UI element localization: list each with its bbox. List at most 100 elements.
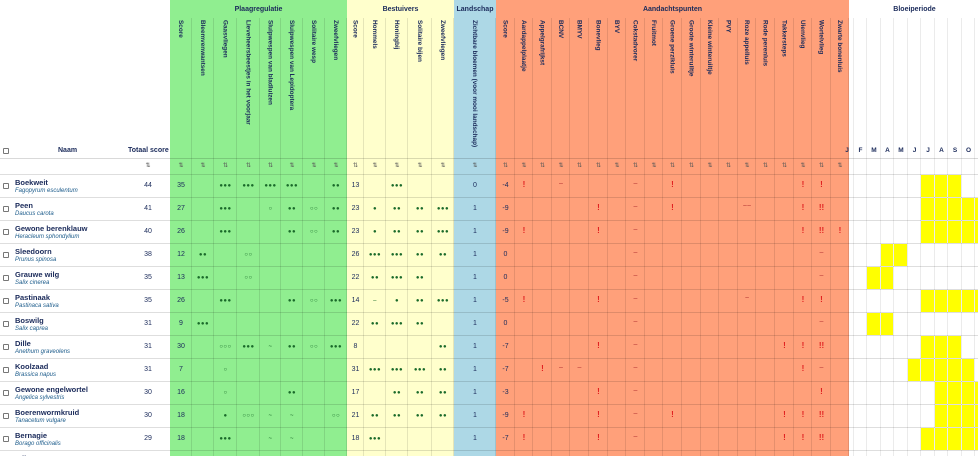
aand-sort-icon[interactable]: ⇅ <box>502 163 509 169</box>
aand-sort-icon[interactable]: ⇅ <box>632 163 639 169</box>
row-checkbox[interactable] <box>3 436 9 442</box>
aand-sort-icon[interactable]: ⇅ <box>651 163 657 169</box>
total-score-header[interactable]: Totaal score <box>128 147 169 154</box>
plaag-rating: ●●● <box>196 275 210 281</box>
name-header[interactable]: Naam <box>58 147 78 154</box>
row-checkbox[interactable] <box>3 321 9 327</box>
row-checkbox[interactable] <box>3 367 9 373</box>
plant-name[interactable]: Boekweit <box>15 178 48 187</box>
plant-name[interactable]: Pastinaak <box>15 293 51 302</box>
aand-sort-icon[interactable]: ⇅ <box>781 163 788 169</box>
plaag-rating: ●●● <box>329 298 343 304</box>
plaag-sort-icon[interactable]: ⇅ <box>289 163 295 169</box>
total-sort-icon[interactable]: ⇅ <box>145 163 151 169</box>
warning-mark: ! <box>820 387 823 396</box>
plaag-sort-icon[interactable]: ⇅ <box>267 163 274 169</box>
row-checkbox[interactable] <box>3 275 9 281</box>
aand-sort-icon[interactable]: ⇅ <box>669 163 676 169</box>
warning-mark: ! <box>597 410 600 419</box>
aandacht-score: 0 <box>503 320 508 327</box>
best-sort-icon[interactable]: ⇅ <box>352 163 359 169</box>
row-checkbox[interactable] <box>3 390 9 396</box>
best-rating: ● <box>372 206 378 212</box>
plant-name[interactable]: Koolzaad <box>15 362 49 371</box>
plaag-sort-icon[interactable]: ⇅ <box>245 163 252 169</box>
aand-header-3: BCNV <box>557 20 564 39</box>
group-landschap: Landschap <box>456 5 494 13</box>
plaag-rating: ~ <box>268 436 273 442</box>
plaag-score: 26 <box>177 297 185 304</box>
select-all-checkbox[interactable] <box>3 148 9 154</box>
aand-header-2: Appelgrafrijkst <box>538 20 546 66</box>
plant-name[interactable]: Bernagie <box>15 431 48 440</box>
land-sort-icon[interactable]: ⇅ <box>472 163 478 169</box>
aand-sort-icon[interactable]: ⇅ <box>800 163 806 169</box>
month-header: J <box>926 147 930 154</box>
aand-header-16: Uienvlieg <box>799 20 806 49</box>
aand-sort-icon[interactable]: ⇅ <box>576 163 583 169</box>
minor-mark: – <box>819 364 824 371</box>
best-col-divider <box>431 18 432 456</box>
plaag-sort-icon[interactable]: ⇅ <box>222 163 229 169</box>
row-checkbox[interactable] <box>3 206 9 212</box>
bestuivers-band <box>347 0 454 456</box>
plant-name[interactable]: Boerenwormkruid <box>15 408 80 417</box>
row-divider <box>0 174 978 175</box>
best-col-divider <box>385 18 386 456</box>
warning-mark: ! <box>783 433 786 442</box>
aand-sort-icon[interactable]: ⇅ <box>614 163 620 169</box>
plant-name[interactable]: Gewone engelwortel <box>15 385 88 394</box>
best-score: 22 <box>351 320 360 327</box>
bloom-cell <box>975 428 978 450</box>
warning-mark: ! <box>597 387 600 396</box>
best-rating: ●●● <box>390 321 404 327</box>
plaag-sort-icon[interactable]: ⇅ <box>311 163 317 169</box>
total-score: 35 <box>144 274 152 281</box>
aand-sort-icon[interactable]: ⇅ <box>762 163 769 169</box>
aand-col-divider <box>588 18 589 456</box>
aand-sort-icon[interactable]: ⇅ <box>837 163 843 169</box>
row-checkbox[interactable] <box>3 252 9 258</box>
aand-sort-icon[interactable]: ⇅ <box>725 163 732 169</box>
plaag-sort-icon[interactable]: ⇅ <box>200 163 206 169</box>
minor-mark: – <box>633 433 638 440</box>
row-checkbox[interactable] <box>3 183 9 189</box>
aand-sort-icon[interactable]: ⇅ <box>595 163 602 169</box>
plant-name[interactable]: Grauwe wilg <box>15 270 60 279</box>
aand-sort-icon[interactable]: ⇅ <box>521 163 527 169</box>
warning-mark: ! <box>541 364 544 373</box>
plaag-rating: ●● <box>287 229 297 235</box>
minor-mark: – <box>819 318 824 325</box>
plant-name[interactable]: Dille <box>15 339 31 348</box>
minor-mark: – <box>819 249 824 256</box>
plant-name[interactable]: Wilgen <box>15 454 40 456</box>
plant-name[interactable]: Sleedoorn <box>15 247 52 256</box>
row-checkbox[interactable] <box>3 344 9 350</box>
plaag-sort-icon[interactable]: ⇅ <box>178 163 184 169</box>
bloom-col-divider <box>853 18 854 456</box>
aand-sort-icon[interactable]: ⇅ <box>558 163 564 169</box>
best-sort-icon[interactable]: ⇅ <box>372 163 378 169</box>
row-checkbox[interactable] <box>3 298 9 304</box>
best-header-0: Score <box>351 20 359 38</box>
best-sort-icon[interactable]: ⇅ <box>417 163 423 169</box>
warning-mark: ! <box>671 180 674 189</box>
aandacht-score: -4 <box>502 182 509 189</box>
row-checkbox[interactable] <box>3 413 9 419</box>
plaag-rating: ○○ <box>244 275 253 281</box>
aand-sort-icon[interactable]: ⇅ <box>539 163 546 169</box>
plant-name[interactable]: Boswilg <box>15 316 44 325</box>
row-checkbox[interactable] <box>3 229 9 235</box>
aand-sort-icon[interactable]: ⇅ <box>818 163 825 169</box>
best-sort-icon[interactable]: ⇅ <box>394 163 400 169</box>
row-divider <box>0 358 978 359</box>
plant-name[interactable]: Gewone berenklauw <box>15 224 88 233</box>
plaag-sort-icon[interactable]: ⇅ <box>333 163 339 169</box>
aand-sort-icon[interactable]: ⇅ <box>707 163 713 169</box>
aand-sort-icon[interactable]: ⇅ <box>688 163 695 169</box>
plaag-rating: ●●● <box>329 344 343 350</box>
aand-sort-icon[interactable]: ⇅ <box>744 163 750 169</box>
plant-name[interactable]: Peen <box>15 201 33 210</box>
landschap-score: 0 <box>473 182 477 189</box>
best-sort-icon[interactable]: ⇅ <box>440 163 446 169</box>
